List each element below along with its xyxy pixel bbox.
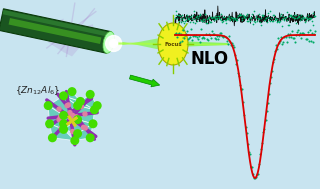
Circle shape bbox=[59, 115, 62, 119]
Polygon shape bbox=[48, 33, 77, 52]
Polygon shape bbox=[9, 18, 101, 44]
Circle shape bbox=[65, 104, 69, 108]
Polygon shape bbox=[48, 96, 77, 115]
Polygon shape bbox=[64, 47, 80, 56]
Polygon shape bbox=[48, 106, 64, 129]
Circle shape bbox=[71, 129, 75, 133]
Polygon shape bbox=[50, 124, 75, 141]
Polygon shape bbox=[64, 38, 94, 52]
Circle shape bbox=[90, 105, 99, 114]
Polygon shape bbox=[64, 96, 94, 110]
Polygon shape bbox=[0, 9, 111, 53]
Polygon shape bbox=[64, 106, 77, 124]
Circle shape bbox=[44, 101, 53, 110]
Circle shape bbox=[57, 118, 61, 122]
Circle shape bbox=[59, 91, 68, 100]
Polygon shape bbox=[175, 41, 228, 47]
Circle shape bbox=[69, 116, 73, 120]
Circle shape bbox=[71, 113, 75, 117]
Circle shape bbox=[73, 129, 82, 138]
Circle shape bbox=[93, 101, 102, 110]
Circle shape bbox=[70, 136, 79, 145]
Polygon shape bbox=[77, 106, 94, 124]
Circle shape bbox=[86, 90, 95, 99]
Circle shape bbox=[68, 116, 73, 120]
Circle shape bbox=[74, 115, 78, 119]
Polygon shape bbox=[64, 120, 93, 134]
Text: NLO: NLO bbox=[191, 50, 229, 68]
Circle shape bbox=[45, 119, 54, 128]
Circle shape bbox=[83, 112, 87, 116]
Polygon shape bbox=[64, 92, 80, 101]
Polygon shape bbox=[2, 10, 111, 37]
Circle shape bbox=[83, 126, 87, 130]
Circle shape bbox=[68, 111, 72, 115]
Circle shape bbox=[57, 107, 61, 111]
Circle shape bbox=[59, 126, 63, 130]
FancyArrow shape bbox=[130, 75, 160, 87]
Circle shape bbox=[86, 133, 95, 142]
Polygon shape bbox=[80, 94, 97, 110]
Circle shape bbox=[59, 125, 68, 134]
Ellipse shape bbox=[103, 32, 115, 53]
Text: Focus: Focus bbox=[164, 42, 182, 46]
Ellipse shape bbox=[158, 23, 188, 65]
Circle shape bbox=[67, 103, 70, 107]
Circle shape bbox=[73, 115, 82, 124]
Circle shape bbox=[82, 125, 85, 129]
Circle shape bbox=[110, 40, 118, 47]
Circle shape bbox=[68, 87, 76, 96]
Circle shape bbox=[73, 101, 82, 110]
Circle shape bbox=[79, 105, 84, 109]
Polygon shape bbox=[48, 19, 64, 42]
Polygon shape bbox=[113, 36, 171, 52]
Circle shape bbox=[106, 36, 122, 51]
Text: $\{$Zn$_{12}$Al$_6\}$: $\{$Zn$_{12}$Al$_6\}$ bbox=[15, 84, 60, 97]
Polygon shape bbox=[75, 124, 93, 141]
Circle shape bbox=[89, 119, 98, 128]
Polygon shape bbox=[77, 24, 94, 42]
Circle shape bbox=[69, 115, 73, 119]
Circle shape bbox=[76, 97, 85, 106]
Circle shape bbox=[59, 111, 68, 120]
Circle shape bbox=[48, 133, 57, 142]
Circle shape bbox=[59, 119, 68, 128]
Circle shape bbox=[79, 104, 83, 108]
